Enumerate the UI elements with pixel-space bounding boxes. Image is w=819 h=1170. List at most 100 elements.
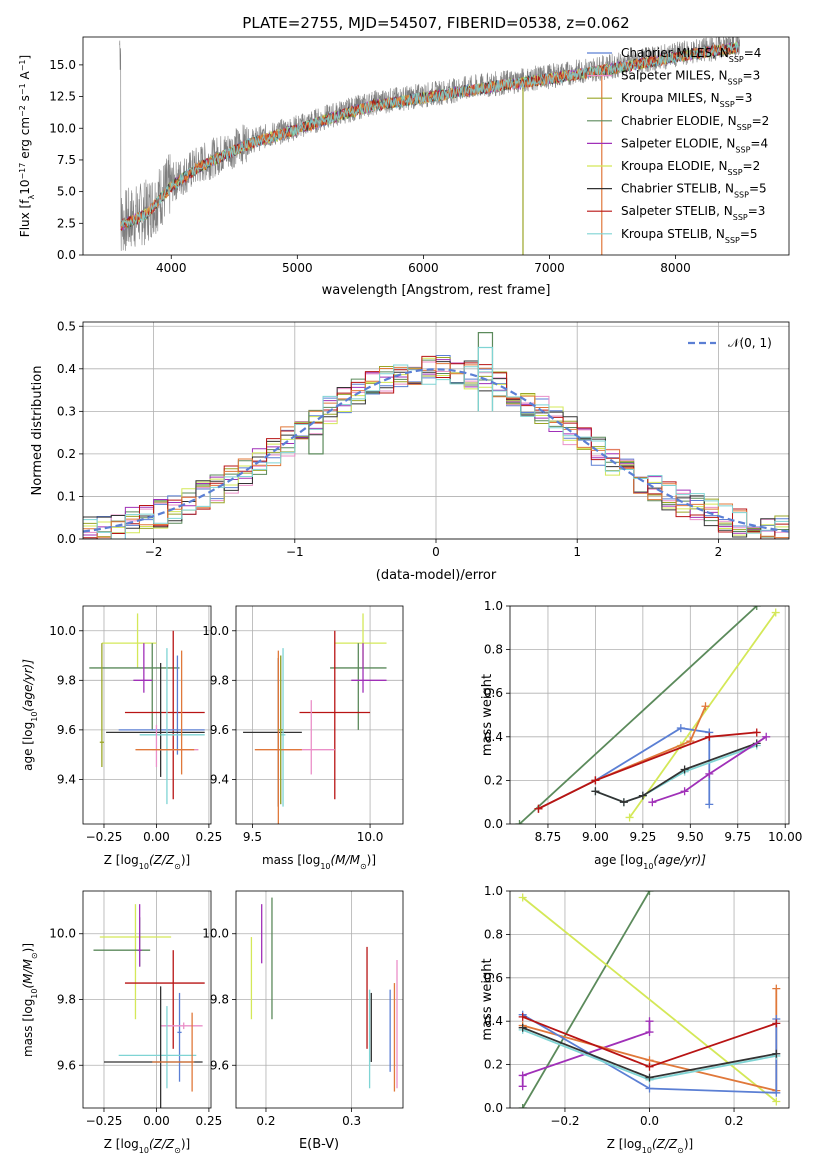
legend-entry: 𝒩(0, 1) xyxy=(728,336,772,350)
label-part: 10 xyxy=(139,862,149,871)
label-part: (age/yr)] xyxy=(21,659,35,712)
mass-weight-marker xyxy=(625,813,634,822)
label-part: Kroupa ELODIE, N xyxy=(621,159,728,173)
x-tick-label: 9.50 xyxy=(677,830,704,844)
legend-entry: Chabrier ELODIE, NSSP=2 xyxy=(621,114,769,132)
mass-weight-marker xyxy=(701,702,710,711)
histogram-step-line xyxy=(83,360,789,539)
y-tick-label: 0.0 xyxy=(484,1101,503,1115)
label-part: )] xyxy=(684,1137,693,1151)
label-part: Flux [f xyxy=(18,199,32,237)
spectrum-plot xyxy=(119,37,740,255)
y-tick-label: 10.0 xyxy=(49,927,76,941)
mass-weight-marker xyxy=(645,891,654,895)
x-tick-label: −0.25 xyxy=(86,830,123,844)
histogram-step-line xyxy=(83,363,789,539)
x-tick-label: 9.00 xyxy=(582,830,609,844)
label-part: Chabrier MILES, N xyxy=(621,46,729,60)
label-part: λ xyxy=(27,195,36,200)
y-tick-label: 10.0 xyxy=(49,121,76,135)
y-tick-label: 9.4 xyxy=(210,772,229,786)
label-part: −1 xyxy=(18,83,27,95)
x-tick-label: 8.75 xyxy=(535,830,562,844)
x-axis-label: (data-model)/error xyxy=(376,568,497,583)
y-tick-label: 0.3 xyxy=(57,404,76,418)
x-axis-label: E(B-V) xyxy=(299,1137,339,1152)
label-part: SSP xyxy=(728,77,743,86)
mass-weight-marker xyxy=(518,893,527,902)
mass-weight-marker xyxy=(752,728,761,737)
y-axis-label: mass [log10(M/M⊙)] xyxy=(21,943,39,1057)
histogram-step-line xyxy=(83,364,789,539)
mass-weight-marker xyxy=(680,765,689,774)
y-tick-label: 9.6 xyxy=(57,1058,76,1072)
axes-frame xyxy=(82,890,212,1109)
label-part: 10 xyxy=(30,712,39,722)
mass-weight-marker xyxy=(772,1097,781,1106)
x-tick-label: 0.2 xyxy=(256,1114,275,1128)
y-tick-label: 10.0 xyxy=(202,927,229,941)
x-tick-label: 10.0 xyxy=(357,830,384,844)
y-tick-label: 0.6 xyxy=(484,686,503,700)
mass-weight-marker xyxy=(648,798,657,807)
y-tick-label: 0.1 xyxy=(57,489,76,503)
label-part: ⊙ xyxy=(677,1146,684,1155)
x-tick-label: 10.00 xyxy=(768,830,802,844)
label-part: )] xyxy=(181,1137,190,1151)
y-tick-label: 1.0 xyxy=(484,884,503,898)
label-part: Kroupa STELIB, N xyxy=(621,227,725,241)
y-axis-label: Normed distribution xyxy=(30,366,45,496)
mass-weight-marker xyxy=(771,608,780,617)
label-part: (Z/Z xyxy=(652,1137,678,1151)
label-part: −17 xyxy=(18,163,27,180)
label-part: 10 xyxy=(643,862,653,871)
y-tick-label: 9.6 xyxy=(210,1058,229,1072)
label-part: =3 xyxy=(735,91,753,105)
x-axis-label: wavelength [Angstrom, rest frame] xyxy=(322,283,551,298)
x-tick-label: −0.2 xyxy=(550,1114,579,1128)
mass-weight-marker xyxy=(515,820,524,824)
label-part: (M/M xyxy=(21,958,35,988)
label-part: mass [log xyxy=(21,999,35,1057)
label-part: =4 xyxy=(750,136,768,150)
y-tick-label: 9.8 xyxy=(210,673,229,687)
x-tick-label: 8000 xyxy=(660,261,691,275)
y-tick-label: 0.4 xyxy=(57,362,76,376)
errorbar-plot xyxy=(250,897,398,1092)
mass-weight-marker xyxy=(619,798,628,807)
label-part: =4 xyxy=(744,46,762,60)
mass-weight-line xyxy=(521,891,651,1108)
x-axis-label: Z [log10(Z/Z⊙)] xyxy=(104,1137,190,1155)
x-tick-label: 4000 xyxy=(156,261,187,275)
y-tick-label: 7.5 xyxy=(57,153,76,167)
y-tick-label: 9.6 xyxy=(210,723,229,737)
label-part: −2 xyxy=(18,105,27,117)
mass-weight-marker xyxy=(772,984,781,993)
label-part: SSP xyxy=(734,190,749,199)
y-axis-label: mass weight xyxy=(480,958,495,1040)
axes-frame xyxy=(82,321,790,540)
x-tick-label: 0.00 xyxy=(143,1114,170,1128)
x-axis-label: age [log10(age/yr)] xyxy=(594,853,706,871)
mass-weight-marker xyxy=(518,1071,527,1080)
label-part: 10 xyxy=(18,180,32,195)
mass-weight-marker xyxy=(645,1062,654,1071)
mass-weight-marker xyxy=(772,1019,781,1028)
legend-entry: Kroupa STELIB, NSSP=5 xyxy=(621,227,758,245)
legend-entry: Salpeter MILES, NSSP=3 xyxy=(621,69,760,87)
mass-weight-marker xyxy=(705,800,714,809)
x-tick-label: 9.25 xyxy=(629,830,656,844)
x-axis-label: mass [log10(M/M⊙)] xyxy=(262,853,376,871)
label-part: SSP xyxy=(733,213,748,222)
label-part: )] xyxy=(181,853,190,867)
mass-weight-marker xyxy=(534,804,543,813)
legend-entry: Kroupa ELODIE, NSSP=2 xyxy=(621,159,760,177)
y-tick-label: 1.0 xyxy=(484,599,503,613)
x-tick-label: 2 xyxy=(715,545,723,559)
errorbar-plot xyxy=(89,613,205,805)
label-part: age [log xyxy=(21,722,35,771)
label-part: SSP xyxy=(735,145,750,154)
legend-entry: Salpeter STELIB, NSSP=3 xyxy=(621,204,765,222)
y-tick-label: 0.4 xyxy=(484,730,503,744)
